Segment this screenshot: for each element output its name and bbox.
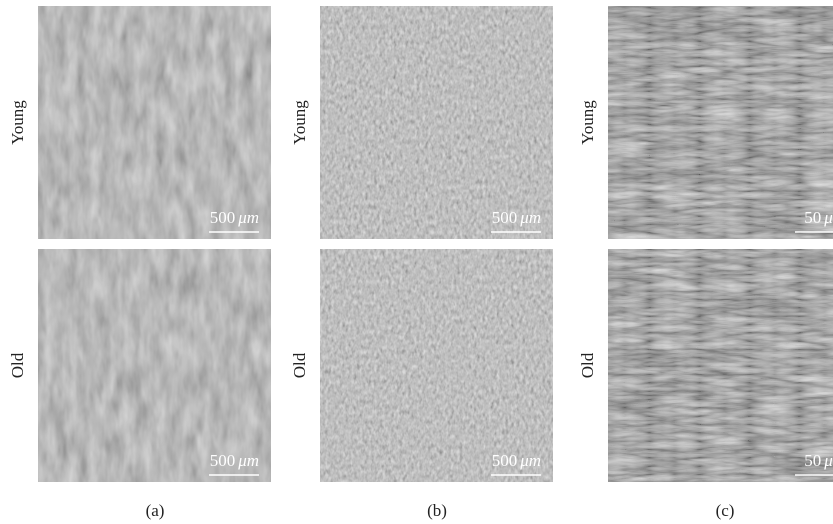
micrograph xyxy=(320,6,553,239)
figure: Young500μmOld500μm(a)Young500μmOld500μm(… xyxy=(0,0,833,524)
scale-value: 500 xyxy=(492,451,518,470)
scale-unit: μm xyxy=(823,208,833,227)
micrograph xyxy=(38,6,271,239)
row-label: Young xyxy=(290,100,309,145)
scale-unit: μm xyxy=(237,451,259,470)
micrograph xyxy=(38,249,271,482)
scale-bar-label: 50μm xyxy=(804,208,833,227)
scale-unit: μm xyxy=(237,208,259,227)
row-label: Young xyxy=(8,100,27,145)
row-label: Old xyxy=(290,352,309,378)
scale-unit: μm xyxy=(519,451,541,470)
row-label: Young xyxy=(578,100,597,145)
scale-value: 50 xyxy=(804,451,821,470)
panel-caption: (c) xyxy=(716,501,735,520)
scale-unit: μm xyxy=(519,208,541,227)
scale-value: 50 xyxy=(804,208,821,227)
scale-value: 500 xyxy=(492,208,518,227)
micrograph xyxy=(320,249,553,482)
row-label: Old xyxy=(578,352,597,378)
micrograph xyxy=(608,6,833,239)
scale-bar-label: 50μm xyxy=(804,451,833,470)
scale-value: 500 xyxy=(210,451,236,470)
row-label: Old xyxy=(8,352,27,378)
micrograph xyxy=(608,249,833,482)
panel-caption: (b) xyxy=(427,501,447,520)
scale-value: 500 xyxy=(210,208,236,227)
scale-unit: μm xyxy=(823,451,833,470)
panel-caption: (a) xyxy=(146,501,165,520)
